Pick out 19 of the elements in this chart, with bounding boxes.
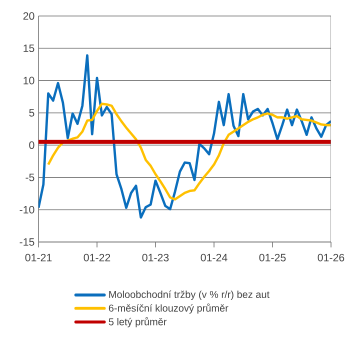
y-tick-label: 0 — [29, 141, 34, 149]
x-tick-label: 01-24 — [200, 254, 228, 262]
x-tick-label: 01-23 — [142, 254, 169, 262]
legend-label: 6-měsíční klouzový průměr — [108, 304, 228, 314]
x-tick-label: 01-25 — [259, 254, 286, 262]
legend-label: 5 letý průměr — [108, 317, 167, 328]
y-tick-label: 10 — [24, 76, 34, 84]
y-tick-label: -5 — [26, 174, 34, 182]
x-tick-label: 01-26 — [318, 254, 344, 262]
y-tick-label: -10 — [20, 206, 34, 214]
x-tick-label: 01-22 — [84, 254, 110, 262]
y-tick-label: 15 — [24, 44, 34, 52]
y-tick-label: 20 — [23, 12, 34, 20]
line-series — [38, 54, 332, 219]
y-tick-label: 5 — [29, 109, 34, 117]
line-series — [47, 102, 332, 201]
x-tick-label: 01-21 — [25, 254, 52, 262]
y-tick-label: -15 — [20, 238, 34, 246]
legend-label: Moloobchodní tržby (v % r/r) bez aut — [109, 290, 270, 300]
